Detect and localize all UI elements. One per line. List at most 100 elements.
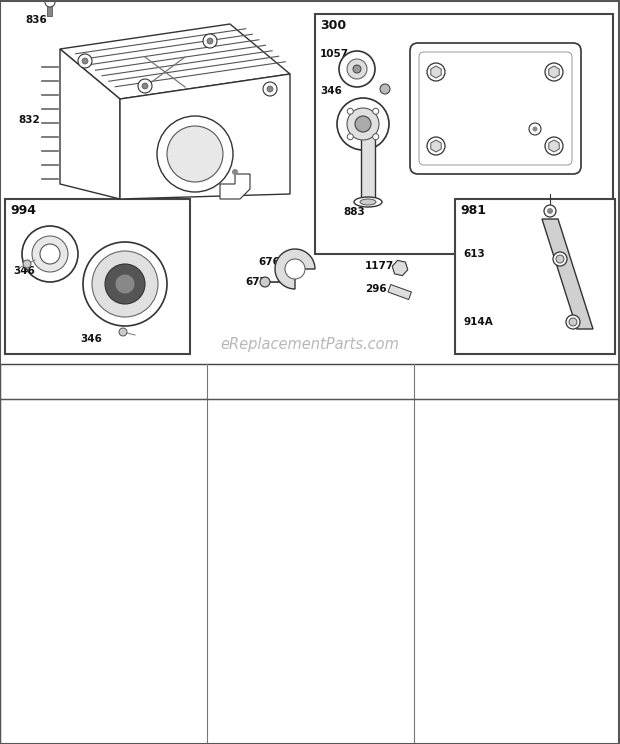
Bar xyxy=(5,199,190,354)
Bar xyxy=(315,14,613,254)
Text: (Muffler Deflector): (Muffler Deflector) xyxy=(323,431,419,441)
Circle shape xyxy=(547,208,553,214)
Text: 832: 832 xyxy=(221,443,243,452)
Circle shape xyxy=(373,109,379,115)
Circle shape xyxy=(115,274,135,294)
Text: eReplacementParts.com: eReplacementParts.com xyxy=(221,337,399,352)
Text: (Spark Arrester): (Spark Arrester) xyxy=(116,455,200,465)
Text: (Muffler Guard): (Muffler Guard) xyxy=(323,469,403,478)
Text: DESCRIPTION: DESCRIPTION xyxy=(116,370,177,379)
Text: Δ★710082: Δ★710082 xyxy=(269,480,330,490)
Circle shape xyxy=(267,86,273,92)
Text: PART: PART xyxy=(476,370,498,379)
Text: 994: 994 xyxy=(428,443,450,452)
Text: REF.: REF. xyxy=(221,370,240,379)
Text: Screen-Outlet: Screen-Outlet xyxy=(529,456,602,466)
Polygon shape xyxy=(60,49,120,199)
Wedge shape xyxy=(275,249,315,289)
Text: REF.: REF. xyxy=(14,370,33,379)
Text: 994: 994 xyxy=(10,204,36,217)
Text: 346: 346 xyxy=(320,86,342,96)
Circle shape xyxy=(23,260,31,268)
Circle shape xyxy=(529,123,541,135)
Circle shape xyxy=(337,98,389,150)
Text: 710332: 710332 xyxy=(269,443,312,452)
Text: 715491: 715491 xyxy=(476,443,520,452)
Text: 710329: 710329 xyxy=(476,456,520,466)
Circle shape xyxy=(355,116,371,132)
Text: NO.: NO. xyxy=(62,381,78,390)
Circle shape xyxy=(22,226,78,282)
Circle shape xyxy=(347,134,353,140)
Text: 832: 832 xyxy=(18,115,40,125)
Circle shape xyxy=(142,83,148,89)
Circle shape xyxy=(232,169,238,175)
Circle shape xyxy=(347,108,379,140)
Text: PART: PART xyxy=(62,370,84,379)
Text: NO.: NO. xyxy=(14,381,31,390)
Text: (Muffler): (Muffler) xyxy=(116,479,161,489)
Circle shape xyxy=(427,63,445,81)
Text: Screw: Screw xyxy=(323,456,354,466)
Text: Stud: Stud xyxy=(116,405,140,415)
Text: Screw: Screw xyxy=(323,418,354,429)
Text: NO.: NO. xyxy=(428,381,445,390)
Circle shape xyxy=(353,65,361,73)
Text: 300: 300 xyxy=(14,429,36,439)
Text: 1057: 1057 xyxy=(428,456,458,466)
Text: Muffler: Muffler xyxy=(116,429,153,439)
Polygon shape xyxy=(542,219,593,329)
Polygon shape xyxy=(60,24,290,99)
Circle shape xyxy=(373,134,379,140)
Text: 883: 883 xyxy=(343,207,365,217)
Circle shape xyxy=(45,0,55,7)
Circle shape xyxy=(82,58,88,64)
Circle shape xyxy=(566,315,580,329)
Text: (Muffler): (Muffler) xyxy=(116,417,161,428)
Circle shape xyxy=(285,259,305,279)
Text: 836: 836 xyxy=(221,456,243,466)
Text: 710074: 710074 xyxy=(269,456,313,466)
Circle shape xyxy=(32,236,68,272)
Text: 836: 836 xyxy=(25,15,46,25)
Bar xyxy=(388,284,412,300)
Polygon shape xyxy=(220,174,250,199)
Text: PART: PART xyxy=(269,370,291,379)
Text: 690661: 690661 xyxy=(62,443,105,452)
Circle shape xyxy=(569,318,577,326)
FancyBboxPatch shape xyxy=(410,43,581,174)
Text: Deflector-Muffler: Deflector-Muffler xyxy=(323,405,411,415)
Text: (Rocker Cover): (Rocker Cover) xyxy=(529,417,606,428)
Circle shape xyxy=(78,54,92,68)
Text: 346: 346 xyxy=(80,334,102,344)
Text: DESCRIPTION: DESCRIPTION xyxy=(323,370,383,379)
Circle shape xyxy=(347,109,353,115)
Circle shape xyxy=(380,84,390,94)
Text: 676: 676 xyxy=(258,257,280,267)
Text: 710057: 710057 xyxy=(62,466,106,476)
Bar xyxy=(0,0,620,364)
Text: (Muffler): (Muffler) xyxy=(529,482,574,492)
Circle shape xyxy=(40,244,60,264)
Text: NO.: NO. xyxy=(221,381,237,390)
Text: 1057: 1057 xyxy=(320,49,349,59)
Polygon shape xyxy=(120,74,290,199)
Text: 914A: 914A xyxy=(428,405,458,415)
Bar xyxy=(0,364,620,744)
Text: 981: 981 xyxy=(428,429,450,439)
Text: Arrester-Spark: Arrester-Spark xyxy=(529,443,605,452)
Circle shape xyxy=(92,251,158,317)
Text: 715487: 715487 xyxy=(62,429,106,439)
Circle shape xyxy=(556,255,564,263)
Circle shape xyxy=(553,252,567,266)
Text: Screw: Screw xyxy=(529,405,560,415)
Text: 710099: 710099 xyxy=(62,405,105,415)
Text: 715287: 715287 xyxy=(476,429,520,439)
Circle shape xyxy=(203,34,217,48)
Circle shape xyxy=(167,126,223,182)
Text: 300: 300 xyxy=(320,19,346,32)
Circle shape xyxy=(157,116,233,192)
Circle shape xyxy=(545,137,563,155)
Text: 676: 676 xyxy=(221,405,244,415)
Text: 981: 981 xyxy=(460,204,486,217)
